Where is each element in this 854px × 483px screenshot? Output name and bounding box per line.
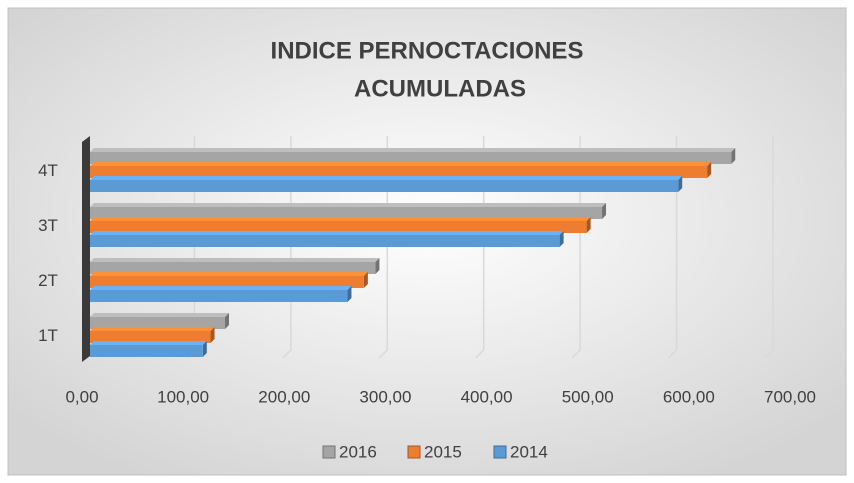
bar-end: [375, 258, 380, 274]
bar-end: [707, 162, 712, 178]
bar: [90, 317, 225, 329]
legend-label: 2015: [424, 442, 462, 461]
x-tick-label: 700,00: [764, 387, 816, 406]
x-tick-label: 100,00: [157, 387, 209, 406]
bar: [90, 152, 732, 164]
y-tick-label: 2T: [38, 271, 58, 290]
bar-end: [602, 203, 607, 219]
x-tick-label: 0,00: [65, 387, 98, 406]
bar: [90, 276, 364, 288]
bar-top: [90, 231, 564, 235]
bar: [90, 262, 376, 274]
bar-end: [731, 148, 736, 164]
bar-top: [90, 286, 352, 290]
bar-end: [225, 313, 229, 329]
legend-swatch: [493, 445, 507, 459]
bar-top: [90, 162, 712, 166]
bar-top: [90, 203, 607, 207]
bar-top: [90, 327, 215, 331]
legend: 2016 2015 2014: [322, 442, 548, 461]
bar: [90, 290, 348, 302]
x-tick-label: 600,00: [663, 387, 715, 406]
x-tick-label: 300,00: [359, 387, 411, 406]
y-tick-label: 1T: [38, 326, 58, 345]
y-tick-label: 4T: [38, 161, 58, 180]
grid-line: [764, 136, 774, 359]
legend-item: 2016: [322, 442, 377, 461]
x-tick-label: 200,00: [258, 387, 310, 406]
bar-end: [210, 327, 215, 343]
chart-title: INDICE PERNOCTACIONES: [271, 37, 584, 64]
axis-wall: [82, 136, 90, 362]
bar-end: [586, 217, 591, 233]
legend-swatch: [407, 445, 421, 459]
bar-top: [90, 217, 591, 221]
bar-end: [347, 286, 352, 302]
chart-title: ACUMULADAS: [354, 75, 526, 102]
grid-line: [668, 136, 678, 359]
legend-item: 2015: [407, 442, 462, 461]
x-tick-label: 400,00: [461, 387, 513, 406]
bar-top: [90, 176, 683, 180]
legend-label: 2014: [510, 442, 548, 461]
bars: [90, 148, 736, 357]
labels: 0,00 100,00 200,00 300,00 400,00 500,00 600,00…: [38, 161, 816, 407]
bar: [90, 166, 708, 178]
legend-label: 2016: [339, 442, 377, 461]
x-tick-label: 500,00: [562, 387, 614, 406]
bar: [90, 345, 203, 357]
legend-swatch: [322, 445, 336, 459]
bar: [90, 331, 211, 343]
bar-top: [90, 313, 229, 317]
bar: [90, 180, 679, 192]
bar-end: [559, 231, 564, 247]
bar-end: [678, 176, 683, 192]
bar-end: [363, 272, 368, 288]
bar-top: [90, 148, 736, 152]
bar: [90, 235, 560, 247]
legend-item: 2014: [493, 442, 548, 461]
bar: [90, 207, 603, 219]
bar-top: [90, 258, 380, 262]
bar-end: [202, 341, 207, 357]
bar: [90, 221, 587, 233]
bar-top: [90, 272, 368, 276]
y-tick-label: 3T: [38, 216, 58, 235]
bar-top: [90, 341, 207, 345]
